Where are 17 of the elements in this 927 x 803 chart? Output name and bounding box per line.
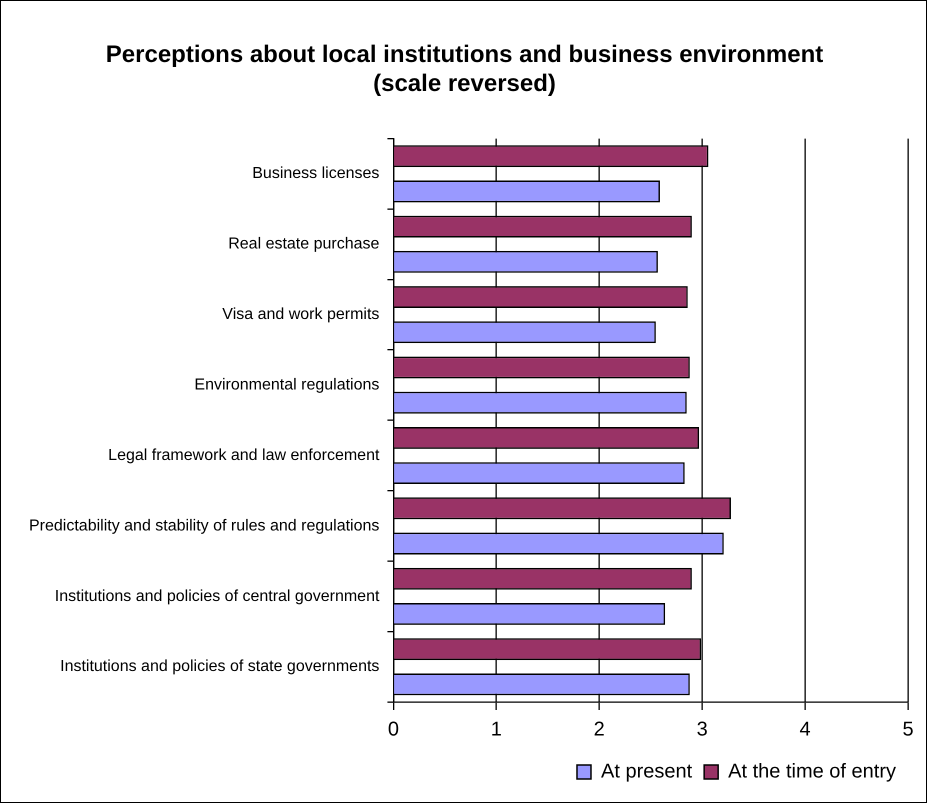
y-tick-label: Predictability and stability of rules and regulations bbox=[28, 517, 380, 534]
y-tick-label: Visa and work permits bbox=[222, 306, 380, 324]
y-tick-label: Business licenses bbox=[252, 165, 380, 182]
y-tick-label: Real estate purchase bbox=[228, 236, 380, 253]
y-tick-label: Institutions and policies of central government bbox=[54, 588, 380, 605]
legend-label: At the time of entry bbox=[728, 760, 896, 783]
y-tick-label: Institutions and policies of state governments bbox=[60, 658, 380, 676]
x-tick-label: 5 bbox=[902, 718, 914, 741]
y-tick-label: Legal framework and law enforcement bbox=[108, 446, 380, 464]
y-tick-label: Environmental regulations bbox=[194, 376, 380, 394]
x-tick-label: 2 bbox=[594, 718, 605, 741]
x-tick-label: 3 bbox=[696, 718, 708, 741]
x-tick-label: 4 bbox=[800, 718, 811, 741]
chart-title: Perceptions about local institutions and business environment (scale reversed) bbox=[106, 41, 824, 97]
x-tick-label: 0 bbox=[388, 718, 399, 741]
legend-label: At present bbox=[600, 760, 693, 783]
x-tick-label: 1 bbox=[490, 718, 502, 741]
